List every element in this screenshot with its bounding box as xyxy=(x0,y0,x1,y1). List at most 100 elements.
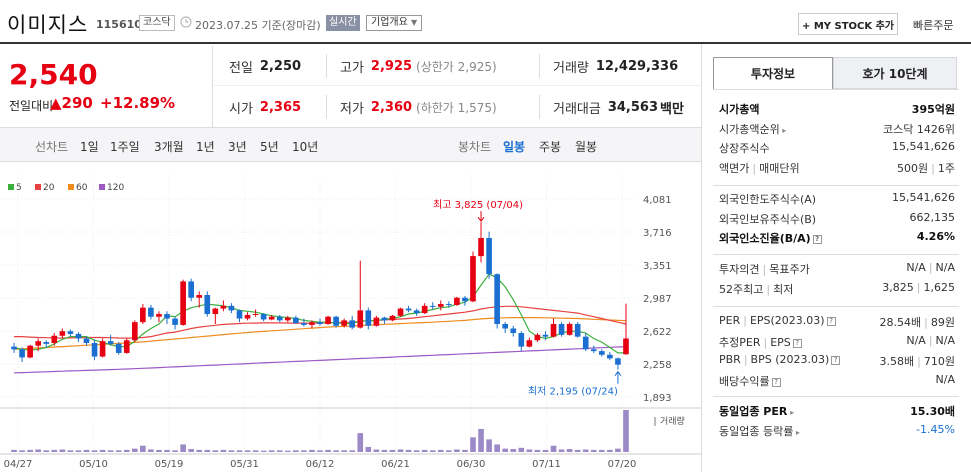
candle-weekly-tab[interactable]: 주봉 xyxy=(539,140,562,154)
volume-bar xyxy=(11,449,17,452)
period-5y[interactable]: 5년 xyxy=(260,140,279,154)
candle-body xyxy=(115,343,122,353)
stock-header: 이미지스 115610 코스닥 2023.07.25 기준(장마감) 실시간 기… xyxy=(0,0,971,44)
x-tick-label: 07/20 xyxy=(608,459,637,470)
candle-chart-button[interactable]: 봉차트 xyxy=(458,140,492,154)
high-arrow-head xyxy=(477,216,485,222)
help-icon[interactable]: ? xyxy=(826,317,836,326)
info-value-text-2: 710원 xyxy=(923,355,955,368)
info-row: 외국인한도주식수(A) 15,541,626 xyxy=(719,189,955,207)
volume-bar xyxy=(293,450,299,452)
info-row[interactable]: 동일업종 PER ▸ 15.30배 xyxy=(719,401,955,419)
info-value-text: 15,541,626 xyxy=(892,191,955,204)
x-tick-label: 06/30 xyxy=(457,459,486,470)
info-row[interactable]: 동일업종 등락률 ▸ -1.45% xyxy=(719,421,955,439)
period-10y[interactable]: 10년 xyxy=(292,140,319,154)
volume-bar xyxy=(325,449,331,452)
quick-order-link[interactable]: 빠른주문 xyxy=(913,19,954,32)
company-info-dropdown[interactable]: 기업개요 ▼ xyxy=(366,15,423,31)
candle-body xyxy=(341,320,347,326)
volume-bar xyxy=(35,449,41,452)
help-icon[interactable]: ? xyxy=(792,338,802,348)
company-info-label: 기업개요 xyxy=(371,17,408,28)
stock-chart[interactable]: 5 20 60 120 4,081 3,716 3,351 2,987 2,622 2,258 1,… xyxy=(0,175,701,472)
y-tick-label: 2,622 xyxy=(643,327,672,338)
period-1w[interactable]: 1주일 xyxy=(110,140,140,154)
volume-bar xyxy=(502,448,509,452)
stat-sub: (상한가 2,925) xyxy=(416,59,497,74)
info-value-text: 28.54배 xyxy=(879,316,922,329)
info-value: 3.58배 | 710원 xyxy=(880,353,955,369)
separator: | xyxy=(916,280,921,294)
info-key-label-2: 매매단위 xyxy=(759,161,800,175)
stat-sub: (하한가 1,575) xyxy=(416,100,497,115)
candle-daily-tab[interactable]: 일봉 xyxy=(503,140,526,154)
stat-unit: 백만 xyxy=(660,101,684,117)
candle-body xyxy=(148,307,154,317)
candle-body xyxy=(196,295,203,298)
volume-bar xyxy=(590,449,597,452)
info-key-label: 동일업종 등락률 xyxy=(719,424,794,438)
help-icon[interactable]: ? xyxy=(831,356,841,365)
stock-code: 115610 xyxy=(96,18,142,31)
candle-body xyxy=(67,331,74,334)
add-mystock-button[interactable]: + MY STOCK 추가 xyxy=(798,13,898,35)
info-value-text: 500원 xyxy=(897,161,929,175)
tab-invest-info[interactable]: 투자정보 xyxy=(713,57,833,89)
candle-body xyxy=(11,346,17,350)
info-key: 상장주식수 xyxy=(719,140,770,156)
info-row: 액면가 | 매매단위 500원 | 1주 xyxy=(719,158,955,176)
help-icon[interactable]: ? xyxy=(812,235,822,244)
info-value: N/A | N/A xyxy=(906,334,955,347)
y-tick-label: 3,351 xyxy=(643,261,672,272)
period-1d[interactable]: 1일 xyxy=(80,140,99,154)
candle-body xyxy=(188,281,194,298)
volume-bar xyxy=(599,449,605,452)
legend-swatch xyxy=(35,184,41,190)
clock-icon xyxy=(180,16,192,28)
info-key-label: 투자의견 xyxy=(719,263,760,276)
info-key: 외국인한도주식수(A) xyxy=(719,191,816,207)
market-tag: 코스닥 xyxy=(139,15,175,31)
separator: | xyxy=(928,261,933,274)
stats-row-2: 시가 2,365 저가 2,360 (하한가 1,575) 거래대금 34,563 백만 xyxy=(214,87,701,127)
info-row[interactable]: 시가총액순위 ▸ 코스닥 1426위 xyxy=(719,119,955,137)
x-tick-label: 06/12 xyxy=(306,459,335,470)
volume-bar xyxy=(550,445,557,452)
candle-body xyxy=(502,323,509,329)
info-key-label-2: 목표주가 xyxy=(769,263,810,276)
candle-body xyxy=(252,314,259,316)
tab-orderbook-10[interactable]: 호가 10단계 xyxy=(833,57,957,89)
candle-body xyxy=(91,342,98,357)
line-chart-button[interactable]: 선차트 xyxy=(35,140,69,154)
info-key-label: 추정PER xyxy=(719,335,761,349)
candle-monthly-tab[interactable]: 월봉 xyxy=(575,140,598,154)
volume-bar xyxy=(446,450,452,452)
candle-body xyxy=(220,305,227,309)
volume-bar xyxy=(115,450,122,452)
volume-bar xyxy=(518,447,525,452)
period-3y[interactable]: 3년 xyxy=(228,140,247,154)
info-key-label: PER xyxy=(719,314,741,327)
candle-body xyxy=(293,317,299,324)
info-row: 배당수익률? N/A xyxy=(719,371,955,389)
section-divider xyxy=(713,306,959,307)
volume-bar xyxy=(140,445,146,452)
period-1y[interactable]: 1년 xyxy=(196,140,215,154)
help-icon[interactable]: ? xyxy=(771,377,781,387)
candle-body xyxy=(260,314,267,320)
stat-volume: 거래량 12,429,336 xyxy=(553,46,678,86)
legend-swatch xyxy=(99,184,105,190)
volume-bar xyxy=(131,448,138,452)
legend-label: 5 xyxy=(16,183,22,193)
info-value-text-2: N/A xyxy=(935,261,955,274)
candle-body xyxy=(83,338,90,343)
volume-bar xyxy=(156,449,162,452)
realtime-badge[interactable]: 실시간 xyxy=(326,15,360,31)
volume-bar xyxy=(558,449,565,452)
x-tick-label: 05/31 xyxy=(230,459,259,470)
period-3m[interactable]: 3개월 xyxy=(154,140,184,154)
stat-prev-close: 전일 2,250 xyxy=(229,46,301,86)
candle-body xyxy=(99,341,106,357)
y-tick-label: 4,081 xyxy=(643,195,672,206)
